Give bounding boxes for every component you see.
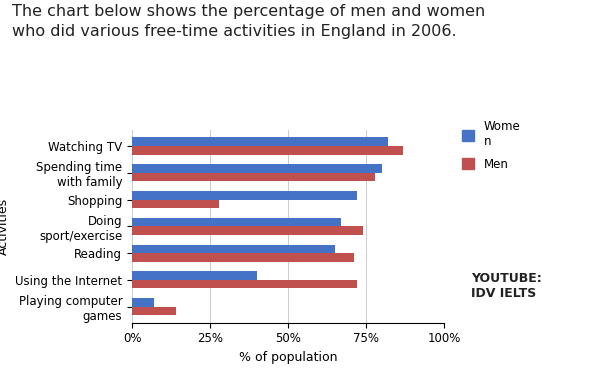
Bar	[132, 200, 220, 208]
Bar	[132, 271, 257, 280]
Y-axis label: Activities: Activities	[0, 198, 10, 255]
Bar	[132, 307, 176, 315]
Bar	[132, 244, 335, 253]
Bar	[132, 253, 353, 262]
Bar	[132, 226, 363, 235]
Text: YOUTUBE:
IDV IELTS: YOUTUBE: IDV IELTS	[471, 272, 542, 300]
Bar	[132, 280, 356, 289]
Bar	[132, 137, 388, 146]
Bar	[132, 218, 341, 226]
X-axis label: % of population: % of population	[239, 351, 337, 364]
Bar	[132, 164, 382, 173]
Legend: Wome
n, Men: Wome n, Men	[463, 120, 520, 171]
Bar	[132, 146, 403, 154]
Bar	[132, 173, 376, 181]
Bar	[132, 191, 356, 200]
Bar	[132, 298, 154, 307]
Text: The chart below shows the percentage of men and women
who did various free-time : The chart below shows the percentage of …	[12, 4, 485, 39]
